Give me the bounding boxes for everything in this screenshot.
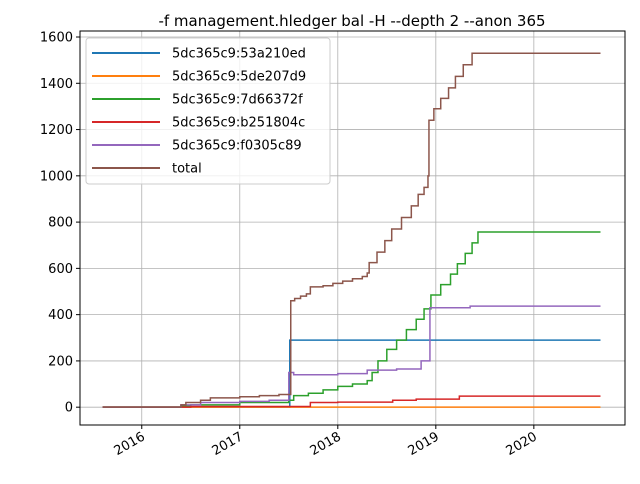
y-tick-label: 0 bbox=[65, 401, 73, 416]
y-tick-label: 1400 bbox=[40, 77, 73, 92]
y-tick-label: 800 bbox=[48, 216, 73, 231]
legend-label: total bbox=[172, 162, 202, 177]
plot-area bbox=[102, 52, 601, 408]
y-tick-label: 200 bbox=[48, 354, 73, 369]
legend-label: 5dc365c9:7d66372f bbox=[172, 93, 303, 108]
legend-label: 5dc365c9:b251804c bbox=[172, 116, 305, 131]
series-line bbox=[102, 52, 601, 408]
y-tick-label: 1600 bbox=[40, 31, 73, 46]
series-line bbox=[102, 305, 601, 408]
y-tick-label: 1200 bbox=[40, 123, 73, 138]
legend-label: 5dc365c9:f0305c89 bbox=[172, 139, 302, 154]
legend-label: 5dc365c9:5de207d9 bbox=[172, 70, 306, 85]
series-line bbox=[102, 395, 601, 408]
legend: 5dc365c9:53a210ed 5dc365c9:5de207d9 5dc365… bbox=[85, 37, 331, 185]
chart-title: -f management.hledger bal -H --depth 2 -… bbox=[158, 12, 545, 30]
y-tick-label: 1000 bbox=[40, 169, 73, 184]
y-tick-label: 600 bbox=[48, 262, 73, 277]
axes-frame bbox=[79, 30, 626, 426]
series-line bbox=[102, 231, 601, 408]
legend-box bbox=[85, 37, 331, 185]
y-tick-label: 400 bbox=[48, 308, 73, 323]
legend-label: 5dc365c9:53a210ed bbox=[172, 47, 306, 62]
